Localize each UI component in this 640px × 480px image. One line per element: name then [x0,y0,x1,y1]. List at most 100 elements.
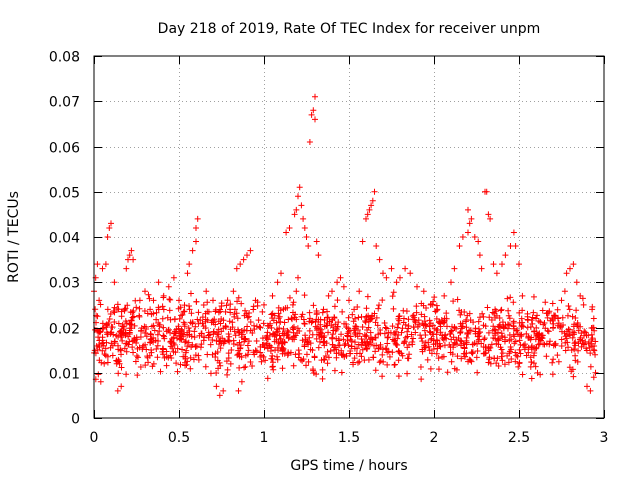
data-point [344,332,351,339]
data-point [372,348,379,355]
data-point [288,315,295,322]
data-point [276,332,283,339]
data-point [307,340,314,347]
data-point [364,293,371,300]
data-point [512,338,519,345]
data-point [536,340,543,347]
data-point [587,350,594,357]
data-point [324,319,331,326]
data-point [197,344,204,351]
data-point [345,328,352,335]
data-point [167,343,174,350]
data-point [292,311,299,318]
data-point [147,330,154,337]
data-point [358,336,365,343]
data-point [389,293,396,300]
data-point [458,325,465,332]
data-point [566,306,573,313]
data-point [558,336,565,343]
data-point [573,279,580,286]
data-point [224,297,231,304]
data-point [131,322,138,329]
data-point [371,188,378,195]
data-point [278,340,285,347]
data-point [363,215,369,222]
data-point [484,304,491,311]
x-tick-label: 2 [430,430,439,446]
data-point [470,319,477,326]
data-point [179,311,186,318]
y-tick-label: 0.04 [49,231,80,247]
data-point [340,283,347,290]
data-point [363,345,370,352]
data-point [279,330,286,337]
data-point [125,256,131,263]
data-point [156,328,163,335]
data-point [285,335,292,342]
data-point [587,363,594,370]
data-point [351,306,358,313]
data-point [292,351,299,358]
data-point [505,359,512,366]
data-point [530,360,537,367]
data-point [495,341,502,348]
data-point [227,326,234,333]
data-point [464,329,471,336]
data-point [356,358,363,365]
data-point [306,309,313,316]
data-point [324,348,331,355]
data-point [402,334,409,341]
data-point [569,313,576,320]
data-point [486,314,493,321]
data-point [475,336,482,343]
data-point [478,265,485,272]
data-point [494,336,501,343]
data-point [186,306,193,313]
data-point [301,224,308,231]
data-point [535,341,542,348]
data-point [257,343,264,350]
data-point [202,318,209,325]
data-point [249,362,256,369]
data-point [585,339,592,346]
data-point [473,354,480,361]
data-point [262,357,269,364]
data-point [141,307,148,314]
data-point [386,353,393,360]
data-point [293,316,300,323]
data-point [269,315,276,322]
data-point [417,332,424,339]
data-point [306,334,313,341]
data-point [410,324,417,331]
data-point [254,302,261,309]
data-point [143,333,150,340]
data-point [232,332,239,339]
data-point [544,327,551,334]
data-point [498,306,505,313]
data-point [321,333,328,340]
data-point [514,327,521,334]
data-point [118,364,125,371]
data-point [252,297,259,304]
data-point [153,346,160,353]
data-point [491,310,498,317]
data-point [449,327,455,334]
data-point [561,330,568,337]
data-point [329,288,335,295]
data-point [404,344,411,351]
data-point [355,341,362,348]
data-point [257,349,264,356]
data-point [192,343,199,350]
data-point [551,341,558,348]
data-point [113,332,120,339]
data-point [481,336,488,343]
data-point [250,349,257,356]
data-point [118,383,125,390]
data-point [453,336,460,343]
data-point [570,373,577,380]
data-point [174,368,181,375]
data-point [154,331,161,338]
data-point [226,333,233,340]
data-point [96,357,103,364]
